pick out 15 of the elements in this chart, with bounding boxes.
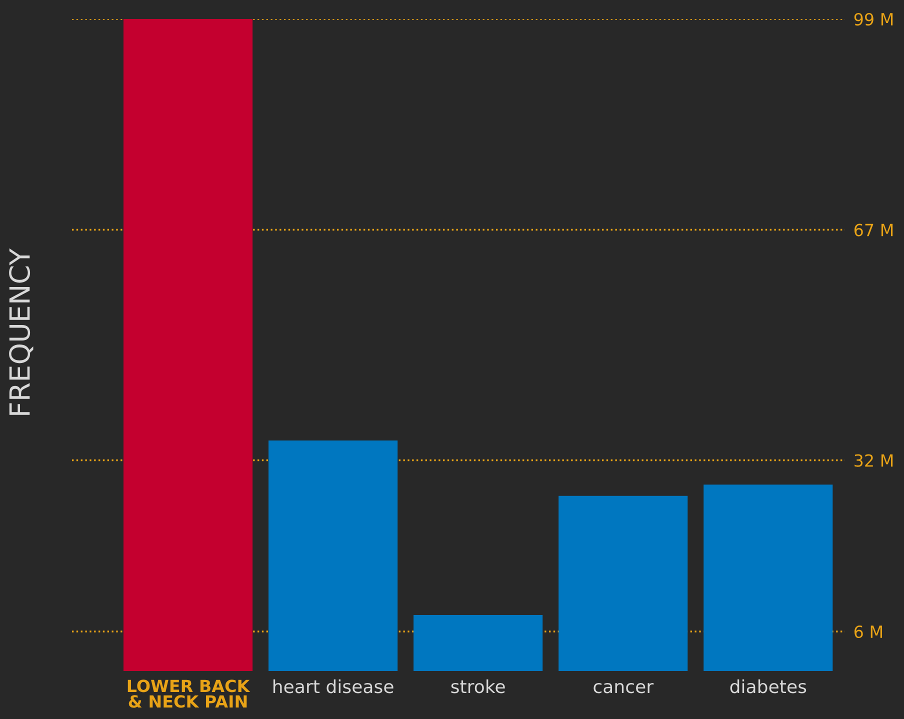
bar bbox=[268, 440, 398, 671]
y-tick-label: 99 M bbox=[854, 12, 893, 26]
y-tick-label: 32 M bbox=[854, 454, 893, 467]
bar bbox=[558, 496, 688, 671]
x-tick-label: cancer bbox=[594, 682, 654, 694]
bar bbox=[704, 484, 833, 671]
x-tick-label: LOWER BACK & NECK PAIN bbox=[128, 680, 250, 708]
y-tick-label: 67 M bbox=[854, 224, 893, 236]
y-axis-title: FREQUENCY bbox=[9, 248, 34, 415]
x-tick-label: diabetes bbox=[730, 679, 806, 694]
bar bbox=[414, 615, 543, 671]
x-tick-label: heart disease bbox=[273, 679, 394, 694]
bar bbox=[123, 19, 253, 671]
y-tick-label: 6 M bbox=[854, 625, 882, 638]
x-tick-label: stroke bbox=[451, 679, 505, 694]
